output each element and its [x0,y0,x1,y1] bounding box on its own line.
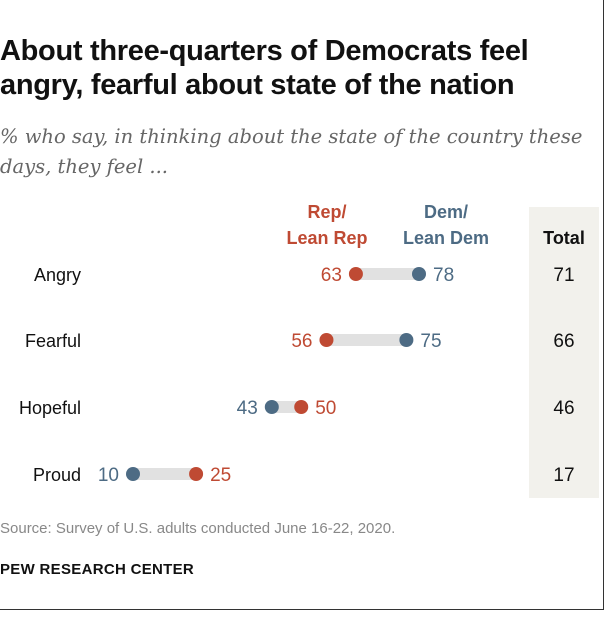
total-header: Total [543,228,585,248]
dot-rep [348,267,363,281]
total-value: 46 [553,398,574,419]
data-label-dem: 10 [98,465,119,486]
total-value: 17 [553,465,574,486]
connector-bar [355,268,419,280]
data-label-rep: 63 [321,265,342,286]
dot-dem [399,333,414,347]
legend-dem-line-1: Lean Dem [403,228,489,248]
legend-dem-line-0: Dem/ [424,202,468,222]
dot-dem [264,400,279,414]
dot-dem [412,267,426,281]
chart-frame [0,0,604,610]
category-label: Angry [34,265,81,285]
total-value: 66 [553,331,574,352]
org-name: PEW RESEARCH CENTER [0,561,195,578]
legend-rep-line-0: Rep/ [307,202,346,222]
dot-rep [189,467,204,481]
category-label: Fearful [25,331,81,351]
data-label-rep: 50 [315,398,336,419]
category-label: Hopeful [19,398,81,418]
connector-bar [133,468,197,480]
total-column-bg [529,207,599,498]
legend-rep-line-1: Lean Rep [286,228,367,248]
chart-subtitle: % who say, in thinking about the state o… [0,125,583,178]
dot-rep [319,333,334,347]
source-note: Source: Survey of U.S. adults conducted … [0,520,396,537]
chart-title: About three-quarters of Democrats feel a… [0,35,529,101]
data-label-dem: 43 [237,398,258,419]
category-label: Proud [33,465,81,485]
data-label-dem: 78 [433,265,454,286]
total-value: 71 [553,265,574,286]
dot-dem [126,467,140,481]
connector-bar [326,334,407,346]
dot-rep [294,400,309,414]
connector-bar [271,401,302,413]
data-label-rep: 56 [291,331,312,352]
data-label-rep: 25 [210,465,231,486]
data-label-dem: 75 [420,331,441,352]
